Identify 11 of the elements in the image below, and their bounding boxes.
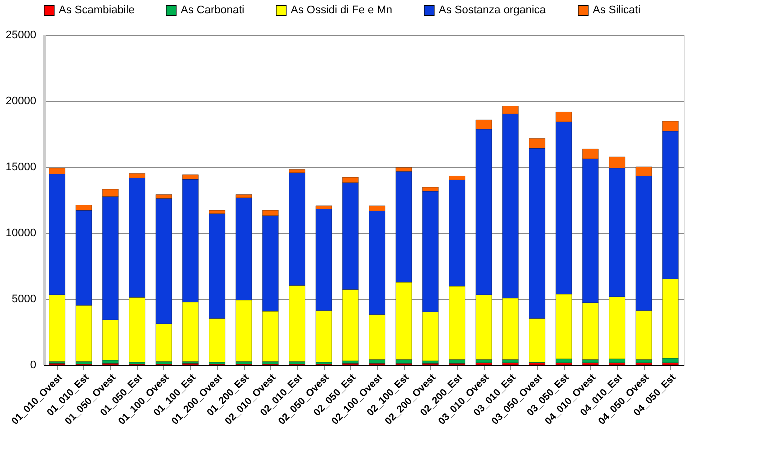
legend-label: As Scambiabile (59, 4, 135, 17)
legend-label: As Ossidi di Fe e Mn (291, 4, 392, 17)
y-tick-label: 25000 (6, 30, 36, 42)
y-tick-label: 10000 (6, 228, 36, 240)
legend-label: As Silicati (593, 4, 641, 17)
y-tick-label: 20000 (6, 96, 36, 108)
legend-label: As Sostanza organica (439, 4, 547, 17)
y-tick-label: 0 (30, 360, 36, 372)
y-tick-label: 15000 (6, 162, 36, 174)
y-tick-label: 5000 (12, 294, 36, 306)
legend-label: As Carbonati (181, 4, 245, 17)
